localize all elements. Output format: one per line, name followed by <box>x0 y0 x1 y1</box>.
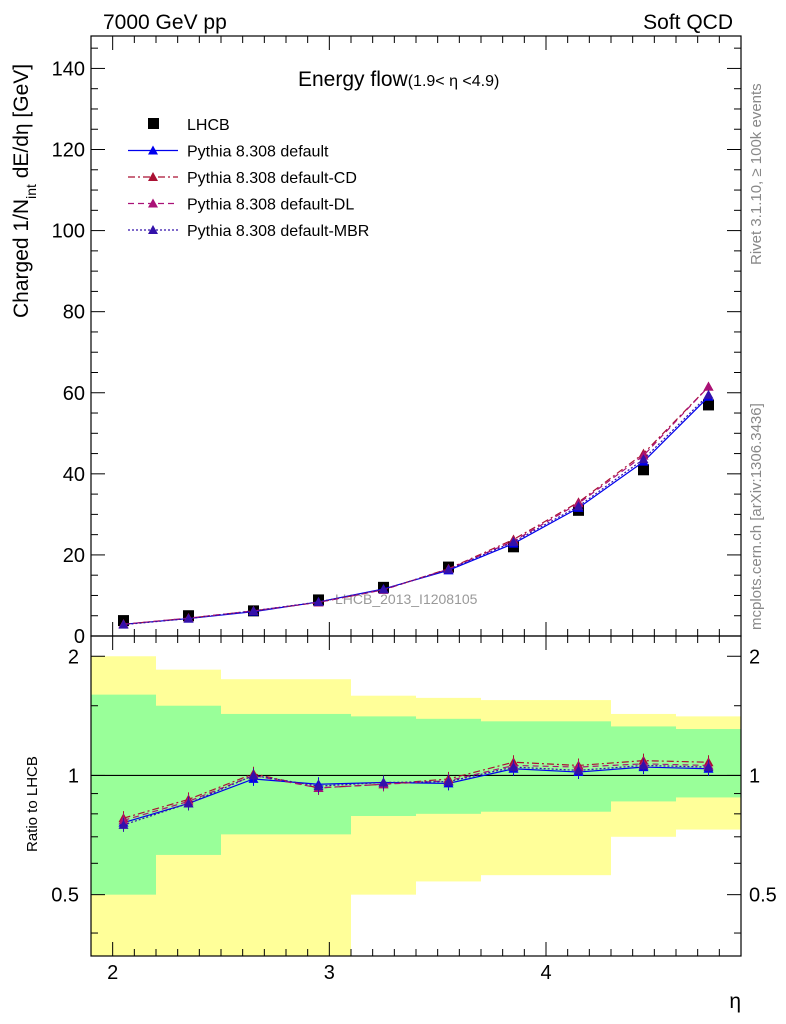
main-ytick-label: 40 <box>63 464 85 486</box>
main-series-marker <box>118 619 129 629</box>
ratio-xtick-label: 2 <box>107 962 118 984</box>
main-series-marker <box>183 613 194 623</box>
ratio-series-marker <box>508 762 519 772</box>
main-series-line <box>123 386 709 625</box>
main-series-pythia-8-308-default-mbr <box>118 389 714 629</box>
ratio-xtick-label: 4 <box>540 962 551 984</box>
main-series-marker <box>703 381 714 391</box>
legend-marker <box>148 198 158 208</box>
main-ytick-label: 100 <box>52 221 85 243</box>
green-uncertainty-band <box>156 705 221 855</box>
ratio-series-marker <box>183 798 194 808</box>
main-series-marker <box>378 584 389 594</box>
ratio-series-marker <box>248 770 259 780</box>
ratio-ytick-label-right: 0.5 <box>749 885 777 907</box>
ratio-series-marker <box>378 777 389 787</box>
legend-item-pythia-8-308-default-dl: Pythia 8.308 default-DL <box>128 197 354 214</box>
main-ytick-label: 120 <box>52 140 85 162</box>
legend-label: Pythia 8.308 default-MBR <box>187 223 369 240</box>
lhcb-data-point <box>703 399 714 411</box>
main-ylabel-tail: dE/dη [GeV] <box>10 64 33 184</box>
source-label: mcplots.cern.ch [arXiv:1306.3436] <box>748 403 765 630</box>
ratio-series-marker <box>118 819 129 829</box>
legend-item-pythia-8-308-default-cd: Pythia 8.308 default-CD <box>128 170 357 187</box>
green-uncertainty-band <box>351 716 416 816</box>
green-uncertainty-band <box>221 713 351 835</box>
ratio-ytick-label-left: 2 <box>68 646 79 668</box>
main-series-marker <box>573 501 584 511</box>
legend-item-lhcb: LHCB <box>148 117 230 134</box>
main-series-marker <box>313 596 324 606</box>
main-series-marker <box>248 605 259 615</box>
main-series-marker <box>703 389 714 399</box>
main-ytick-label: 80 <box>63 302 85 324</box>
green-uncertainty-band <box>91 694 156 895</box>
ratio-panel: 0.5 0.5 1 1 2 2 2 3 4 Ratio to LHCB η <box>24 635 777 1013</box>
ratio-ytick-label-left: 0.5 <box>51 885 79 907</box>
ratio-series-pythia-8-308-default-mbr <box>118 758 714 832</box>
main-ytick-label: 140 <box>52 58 85 80</box>
lhcb-data-point <box>638 464 649 476</box>
legend-label: Pythia 8.308 default-CD <box>187 170 357 187</box>
main-panel: 0 20 40 60 80 100 120 140 Charged 1/Nint dE/dη [… <box>10 35 742 648</box>
main-series-marker <box>508 536 519 546</box>
ratio-series-marker <box>313 781 324 791</box>
main-title: Energy flow(1.9< η <4.9) <box>298 68 499 91</box>
ratio-ytick-label-right: 2 <box>749 646 760 668</box>
analysis-watermark: LHCB_2013_I1208105 <box>335 591 478 607</box>
x-axis-label: η <box>729 990 741 1013</box>
ratio-xtick-label: 3 <box>324 962 335 984</box>
legend-label: Pythia 8.308 default-DL <box>187 197 354 214</box>
main-ytick-label: 0 <box>74 626 85 648</box>
main-ytick-label: 20 <box>63 545 85 567</box>
legend-marker <box>148 225 158 234</box>
ratio-frame <box>90 635 742 957</box>
ratio-series-marker <box>573 765 584 775</box>
ratio-ylabel: Ratio to LHCB <box>24 756 41 852</box>
ratio-series-line <box>123 760 709 819</box>
green-uncertainty-band <box>416 718 481 814</box>
main-series-marker <box>443 564 454 574</box>
main-title-range: (1.9< η <4.9) <box>408 73 500 90</box>
rivet-version-label: Rivet 3.1.10, ≥ 100k events <box>748 83 765 265</box>
main-ylabel-text: Charged 1/N <box>10 199 33 318</box>
ratio-ytick-label-left: 1 <box>68 765 79 787</box>
process-label: Soft QCD <box>643 11 733 34</box>
ratio-series-marker <box>703 762 714 772</box>
legend-marker <box>148 118 159 129</box>
ratio-series-line <box>123 763 709 821</box>
ratio-ytick-label-right: 1 <box>749 765 760 787</box>
beam-label: 7000 GeV pp <box>103 11 227 34</box>
main-title-text: Energy flow <box>298 68 409 91</box>
main-ylabel-subscript: int <box>23 184 39 199</box>
legend-label: Pythia 8.308 default <box>187 144 329 161</box>
main-series-line <box>123 386 709 625</box>
legend: LHCB Pythia 8.308 default Pythia 8.308 def… <box>128 117 369 240</box>
legend-marker <box>148 145 158 155</box>
ratio-series-marker <box>638 760 649 770</box>
legend-item-pythia-8-308-default: Pythia 8.308 default <box>128 144 329 161</box>
legend-item-pythia-8-308-default-mbr: Pythia 8.308 default-MBR <box>128 223 369 240</box>
main-series-line <box>123 394 709 626</box>
legend-label: LHCB <box>187 117 230 134</box>
main-ytick-label: 60 <box>63 383 85 405</box>
main-series-marker <box>638 454 649 464</box>
legend-marker <box>148 172 158 181</box>
main-ylabel: Charged 1/Nint dE/dη [GeV] <box>10 64 39 318</box>
ratio-series-marker <box>443 776 454 786</box>
